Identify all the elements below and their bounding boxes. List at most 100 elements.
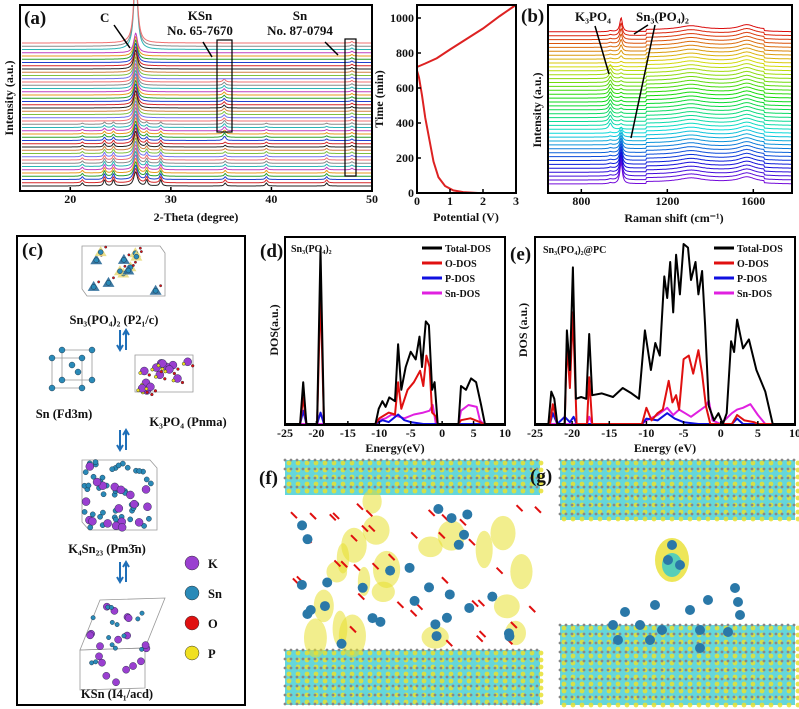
time-potential-curves [416,4,517,194]
sn-atom [487,591,498,602]
carbon-atom [289,684,293,688]
xrd-trace [22,79,372,99]
carbon-atom [313,458,317,462]
k-atom [141,485,151,494]
carbon-atom [325,467,329,471]
tp-y-tick-label: 800 [396,46,414,60]
sn-atom [148,480,154,487]
unit-cell-sn-back [61,349,93,381]
isosurface-yellow [322,671,328,677]
carbon-atom [666,632,670,636]
sn-atom [85,482,92,489]
carbon-atom [792,467,796,471]
isosurface-yellow [714,625,720,631]
carbon-atom [648,686,652,690]
carbon-atom [499,684,503,688]
isosurface-yellow [651,516,657,522]
carbon-atom [433,476,437,480]
carbon-atom [427,675,431,679]
carbon-atom [714,668,718,672]
carbon-atom [445,467,449,471]
carbon-atom [792,695,796,699]
sn-atom [319,601,330,612]
carbon-atom [648,632,652,636]
carbon-atom [624,494,628,498]
carbon-atom [780,485,784,489]
carbon-atom [355,657,359,661]
carbon-atom [732,668,736,672]
carbon-atom [535,693,539,697]
carbon-atom [642,476,646,480]
carbon-atom [720,659,724,663]
carbon-atom [582,677,586,681]
carbon-atom [588,650,592,654]
carbon-atom [570,467,574,471]
isosurface-yellow [651,646,657,652]
carbon-atom [457,458,461,462]
sn-atom [464,602,475,613]
carbon-atom [600,467,604,471]
isosurface-yellow [358,671,364,677]
carbon-atom [289,702,293,706]
carbon-atom [361,476,365,480]
carbon-atom [792,686,796,690]
carbon-atom [792,458,796,462]
carbon-atom [355,476,359,480]
isosurface-yellow [412,678,418,684]
carbon-atom [325,702,329,706]
carbon-atom [457,485,461,489]
isosurface-yellow [696,688,702,694]
carbon-atom [313,675,317,679]
carbon-atom [774,485,778,489]
carbon-atom [439,657,443,661]
carbon-atom [702,686,706,690]
carbon-atom [576,512,580,516]
isosurface-yellow [606,646,612,652]
carbon-atom [660,503,664,507]
o-bond [357,592,365,601]
carbon-atom [313,467,317,471]
isosurface-yellow [570,460,576,466]
legend-label: Total-DOS [445,244,491,255]
carbon-atom [451,458,455,462]
carbon-atom [499,648,503,652]
legend-atom-sn [184,585,200,601]
carbon-atom [618,686,622,690]
raman-trace [549,90,792,99]
carbon-atom [343,675,347,679]
isosurface-yellow [687,502,693,508]
carbon-atom [409,485,413,489]
carbon-atom [642,650,646,654]
legend-label: Sn-DOS [445,289,480,300]
annotation-arrow-sn [324,41,339,56]
carbon-atom [558,659,562,663]
carbon-atom [325,458,329,462]
carbon-atom [768,476,772,480]
xrd-trace [22,59,372,80]
carbon-atom [475,467,479,471]
carbon-atom [744,494,748,498]
isosurface-yellow [651,481,657,487]
carbon-atom [780,494,784,498]
carbon-atom [726,686,730,690]
isosurface-yellow [511,460,517,466]
isosurface-yellow [741,502,747,508]
isosurface-yellow [651,688,657,694]
carbon-atom [744,503,748,507]
xrd-trace [22,35,372,57]
isosurface-yellow [340,481,346,487]
carbon-atom [654,623,658,627]
isosurface-yellow [448,488,454,494]
o-atom [134,260,137,264]
xrd-trace [22,93,372,112]
o-atom [172,371,176,376]
carbon-atom [295,485,299,489]
carbon-atom [654,485,658,489]
carbon-atom [576,485,580,489]
isosurface-yellow [349,481,355,487]
carbon-atom [379,657,383,661]
carbon-atom [343,684,347,688]
isosurface-yellow [448,692,454,698]
isosurface-yellow [502,671,508,677]
carbon-atom [433,693,437,697]
